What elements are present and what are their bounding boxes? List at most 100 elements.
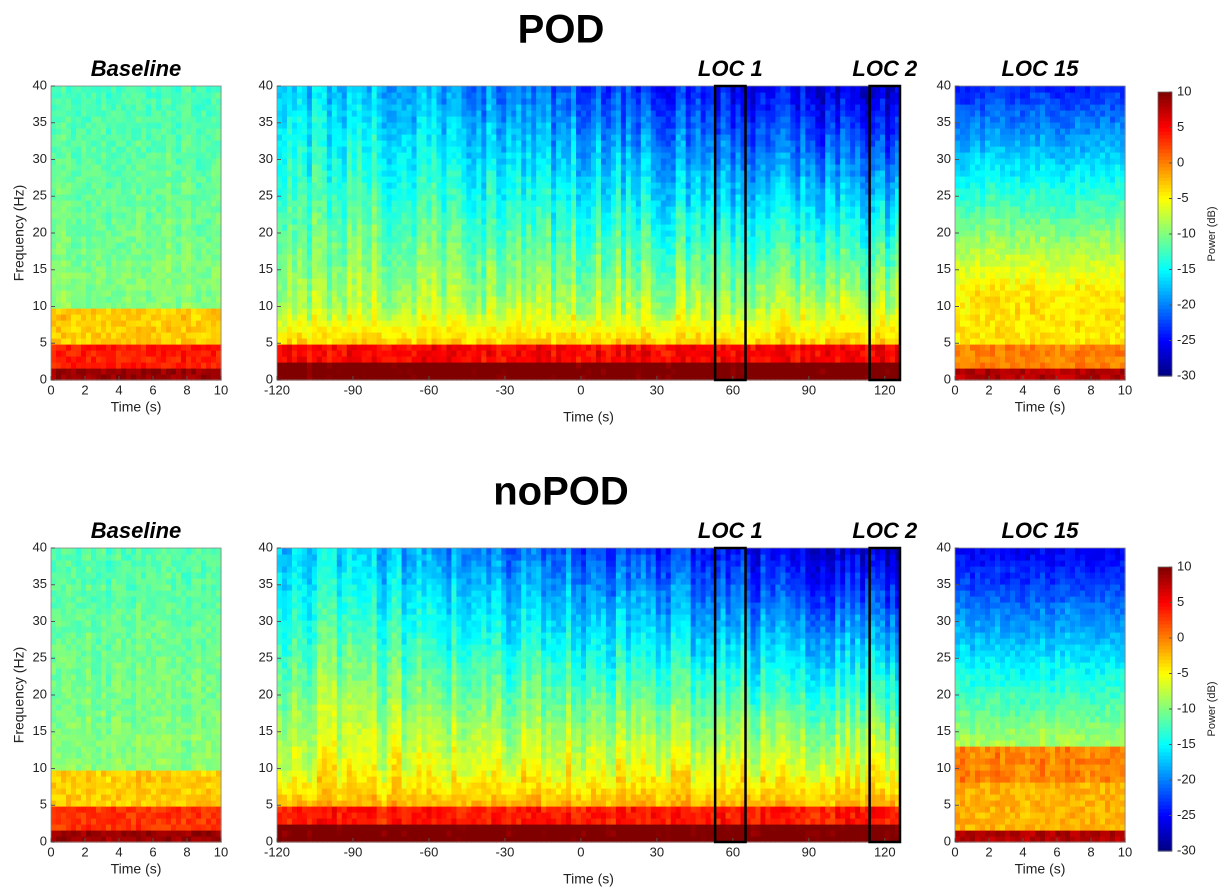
spectrogram-cell — [287, 188, 293, 195]
spectrogram-cell — [91, 194, 97, 201]
spectrogram-cell — [211, 326, 217, 333]
spectrogram-cell — [51, 104, 57, 111]
spectrogram-cell — [51, 158, 57, 165]
spectrogram-cell — [176, 356, 182, 363]
spectrogram-cell — [206, 236, 212, 243]
spectrogram-cell — [292, 230, 298, 237]
spectrogram-cell — [51, 254, 57, 261]
spectrogram-cell — [186, 314, 192, 321]
spectrogram-cell — [96, 104, 102, 111]
spectrogram-cell — [136, 242, 142, 249]
spectrogram-cell — [71, 290, 77, 297]
spectrogram-cell — [126, 362, 132, 369]
spectrogram-cell — [141, 128, 147, 135]
spectrogram-cell — [176, 146, 182, 153]
spectrogram-cell — [96, 284, 102, 291]
spectrogram-cell — [116, 350, 122, 357]
spectrogram-cell — [302, 92, 308, 99]
spectrogram-cell — [96, 170, 102, 177]
spectrogram-cell — [86, 350, 92, 357]
spectrogram-cell — [111, 302, 117, 309]
spectrogram-cell — [211, 260, 217, 267]
spectrogram-cell — [206, 134, 212, 141]
spectrogram-cell — [71, 176, 77, 183]
spectrogram-cell — [56, 326, 62, 333]
spectrogram-cell — [126, 350, 132, 357]
spectrogram-cell — [76, 284, 82, 291]
spectrogram-cell — [211, 104, 217, 111]
spectrogram-cell — [277, 128, 283, 135]
spectrogram-cell — [91, 320, 97, 327]
spectrogram-cell — [302, 254, 308, 261]
spectrogram-cell — [297, 260, 303, 267]
spectrogram-cell — [106, 182, 112, 189]
spectrogram-cell — [76, 242, 82, 249]
spectrogram-cell — [201, 260, 207, 267]
spectrogram-cell — [282, 278, 288, 285]
spectrogram-cell — [106, 98, 112, 105]
spectrogram-cell — [66, 284, 72, 291]
spectrogram-cell — [206, 164, 212, 171]
spectrogram-cell — [126, 356, 132, 363]
spectrogram-cell — [186, 218, 192, 225]
spectrogram-cell — [86, 248, 92, 255]
spectrogram-cell — [91, 170, 97, 177]
spectrogram-cell — [156, 302, 162, 309]
spectrogram-cell — [61, 152, 67, 159]
spectrogram-cell — [186, 134, 192, 141]
spectrogram-cell — [302, 308, 308, 315]
spectrogram-cell — [111, 248, 117, 255]
spectrogram-cell — [136, 338, 142, 345]
spectrogram-cell — [302, 212, 308, 219]
spectrogram-cell — [96, 338, 102, 345]
spectrogram-cell — [141, 206, 147, 213]
spectrogram-cell — [131, 218, 137, 225]
spectrogram-cell — [126, 128, 132, 135]
spectrogram-cell — [76, 278, 82, 285]
spectrogram-cell — [181, 200, 187, 207]
spectrogram-cell — [86, 152, 92, 159]
spectrogram-cell — [201, 362, 207, 369]
spectrogram-cell — [61, 356, 67, 363]
spectrogram-cell — [116, 158, 122, 165]
spectrogram-cell — [86, 236, 92, 243]
spectrogram-cell — [146, 230, 152, 237]
spectrogram-cell — [121, 86, 127, 93]
spectrogram-cell — [136, 290, 142, 297]
spectrogram-cell — [66, 356, 72, 363]
spectrogram-cell — [56, 224, 62, 231]
spectrogram-cell — [151, 170, 157, 177]
spectrogram-cell — [96, 92, 102, 99]
spectrogram-cell — [146, 254, 152, 261]
spectrogram-cell — [307, 284, 313, 291]
spectrogram-cell — [297, 206, 303, 213]
spectrogram-cell — [151, 230, 157, 237]
spectrogram-cell — [61, 266, 67, 273]
spectrogram-cell — [211, 140, 217, 147]
spectrogram-cell — [297, 356, 303, 363]
spectrogram-cell — [96, 212, 102, 219]
spectrogram-cell — [166, 326, 172, 333]
spectrogram-cell — [56, 212, 62, 219]
spectrogram-cell — [297, 278, 303, 285]
spectrogram-cell — [101, 356, 107, 363]
spectrogram-cell — [282, 302, 288, 309]
spectrogram-cell — [166, 356, 172, 363]
spectrogram-cell — [136, 188, 142, 195]
spectrogram-cell — [71, 110, 77, 117]
spectrogram-cell — [277, 182, 283, 189]
spectrogram-cell — [56, 242, 62, 249]
spectrogram-cell — [141, 308, 147, 315]
spectrogram-cell — [181, 212, 187, 219]
spectrogram-cell — [156, 224, 162, 231]
spectrogram-cell — [161, 338, 167, 345]
spectrogram-cell — [156, 356, 162, 363]
spectrogram-cell — [56, 356, 62, 363]
spectrogram-cell — [51, 110, 57, 117]
spectrogram-cell — [211, 98, 217, 105]
spectrogram-cell — [116, 248, 122, 255]
spectrogram-cell — [156, 248, 162, 255]
spectrogram-cell — [211, 122, 217, 129]
spectrogram-cell — [196, 242, 202, 249]
spectrogram-cell — [292, 218, 298, 225]
